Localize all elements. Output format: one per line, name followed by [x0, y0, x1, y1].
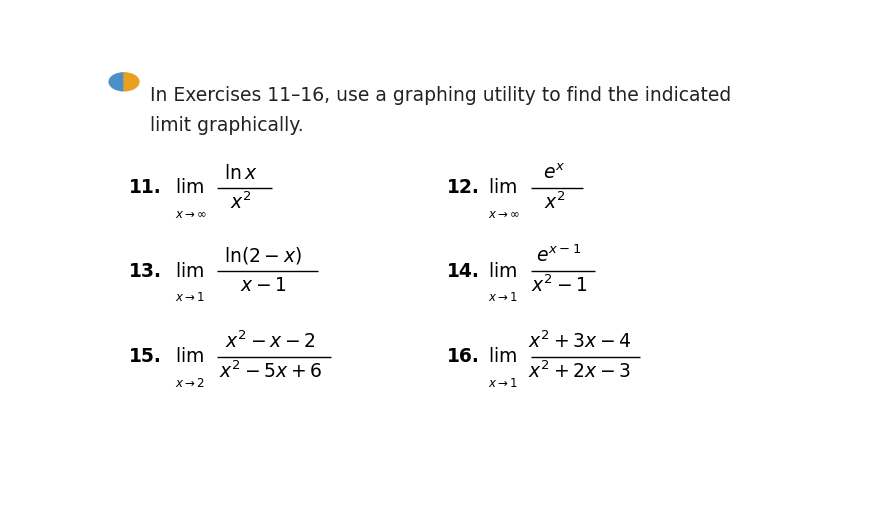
Text: $x^2 - 5x + 6$: $x^2 - 5x + 6$	[218, 361, 322, 382]
Text: 16.: 16.	[448, 347, 480, 366]
Text: $x\to\infty$: $x\to\infty$	[175, 208, 208, 221]
Text: $x^2 + 3x - 4$: $x^2 + 3x - 4$	[527, 331, 631, 352]
Text: $\lim$: $\lim$	[488, 262, 517, 281]
Text: 11.: 11.	[129, 178, 162, 197]
Text: $\ln(2 - x)$: $\ln(2 - x)$	[224, 245, 302, 266]
Wedge shape	[109, 73, 124, 91]
Text: $x\to 2$: $x\to 2$	[175, 377, 205, 390]
Text: $\lim$: $\lim$	[488, 178, 517, 197]
Text: 13.: 13.	[129, 262, 162, 281]
Text: $x\to 1$: $x\to 1$	[488, 291, 518, 304]
Text: $x\to 1$: $x\to 1$	[175, 291, 205, 304]
Text: $x - 1$: $x - 1$	[240, 276, 286, 295]
Text: $x\to 1$: $x\to 1$	[488, 377, 518, 390]
Text: $x\to\infty$: $x\to\infty$	[488, 208, 520, 221]
Text: $\ln x$: $\ln x$	[224, 164, 258, 183]
Text: $x^2$: $x^2$	[230, 191, 251, 213]
Text: $\lim$: $\lim$	[175, 347, 204, 366]
Text: In Exercises 11–16, use a graphing utility to find the indicated: In Exercises 11–16, use a graphing utili…	[150, 86, 731, 105]
Text: $\lim$: $\lim$	[175, 178, 204, 197]
Text: limit graphically.: limit graphically.	[150, 116, 303, 135]
Text: $x^2 - x - 2$: $x^2 - x - 2$	[225, 331, 315, 352]
Text: $e^{x-1}$: $e^{x-1}$	[536, 245, 581, 267]
Text: 12.: 12.	[448, 178, 480, 197]
Text: 15.: 15.	[129, 347, 162, 366]
Text: 14.: 14.	[448, 262, 480, 281]
Text: $x^2 + 2x - 3$: $x^2 + 2x - 3$	[528, 361, 631, 382]
Text: $\lim$: $\lim$	[175, 262, 204, 281]
Text: $\lim$: $\lim$	[488, 347, 517, 366]
Text: $e^x$: $e^x$	[543, 164, 566, 183]
Wedge shape	[124, 73, 139, 91]
Text: $x^2$: $x^2$	[544, 191, 565, 213]
Text: $x^2 - 1$: $x^2 - 1$	[531, 275, 588, 296]
